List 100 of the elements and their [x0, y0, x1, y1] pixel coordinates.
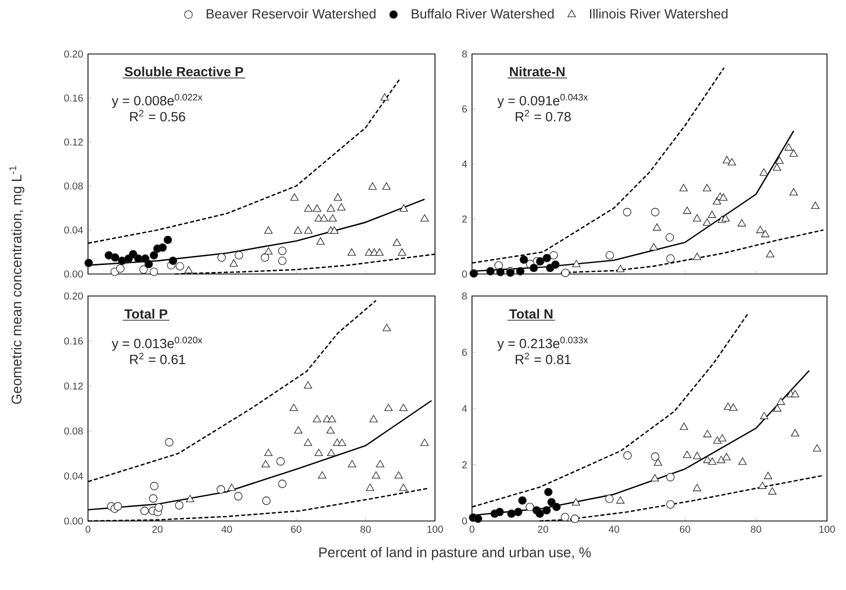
point	[666, 254, 675, 263]
point	[158, 243, 167, 252]
x-tick-label: 80	[360, 526, 371, 533]
point	[719, 193, 728, 201]
x-tick-label: 80	[750, 526, 762, 533]
point	[398, 248, 406, 256]
annotation: y = 0.091e$^{0.043x}$	[497, 94, 588, 108]
point	[184, 266, 193, 274]
point	[572, 498, 580, 506]
point	[692, 214, 702, 222]
x-tick-label: 40	[221, 526, 232, 533]
point	[399, 484, 408, 491]
point	[470, 269, 478, 278]
point	[234, 251, 244, 260]
point	[384, 404, 393, 412]
point	[789, 149, 798, 157]
x-tick-label: 0	[86, 526, 90, 533]
point	[294, 426, 302, 434]
point	[382, 182, 391, 190]
point	[186, 494, 194, 502]
point	[760, 412, 768, 420]
y-tick-label: 0.20	[64, 292, 83, 300]
point	[776, 398, 785, 405]
point	[606, 251, 614, 260]
point	[326, 204, 336, 212]
point	[304, 381, 312, 389]
point	[304, 438, 312, 446]
point	[376, 460, 384, 468]
point	[264, 226, 273, 234]
point	[134, 254, 143, 263]
y-tick-label: 2	[462, 216, 467, 222]
point	[165, 438, 174, 446]
point	[140, 506, 149, 516]
point	[394, 471, 403, 479]
point	[703, 430, 712, 438]
line-series	[87, 488, 429, 522]
point	[116, 264, 124, 273]
annotation: R$^{2}$ = 0.78	[516, 110, 571, 122]
point	[114, 502, 122, 511]
point	[738, 457, 747, 465]
y-axis-title: Geometric mean concentration, mg L$^{-1}$	[9, 166, 24, 404]
point	[692, 252, 702, 260]
point	[176, 262, 184, 271]
point	[304, 226, 312, 234]
point	[216, 485, 226, 494]
point	[278, 246, 287, 256]
annotation: y = 0.013e$^{0.020x}$	[112, 336, 202, 351]
point	[773, 404, 782, 412]
x-tick-label: 0	[470, 526, 474, 533]
annotation: y = 0.008e$^{0.022x}$	[112, 94, 202, 108]
point	[368, 182, 377, 190]
point	[312, 415, 322, 422]
point	[761, 230, 770, 238]
point	[722, 452, 731, 460]
point	[154, 503, 163, 512]
point	[304, 204, 312, 212]
annotation: R$^{2}$ = 0.61	[130, 352, 186, 364]
line-series	[87, 300, 377, 482]
point	[708, 210, 716, 218]
point	[230, 259, 238, 267]
line-series	[471, 67, 725, 264]
point	[692, 484, 702, 492]
y-tick-label: 0	[462, 517, 467, 525]
y-tick-label: 6	[462, 348, 467, 356]
point	[278, 256, 287, 266]
point	[264, 448, 273, 456]
point	[264, 247, 273, 255]
line-series	[87, 78, 401, 244]
annotation: R$^{2}$ = 0.81	[516, 352, 571, 364]
point	[616, 496, 625, 504]
annotation: y = 0.213e$^{0.033x}$	[497, 336, 588, 351]
point	[536, 257, 544, 266]
x-tick-label: 100	[819, 526, 835, 533]
point	[728, 158, 736, 166]
point	[290, 404, 298, 412]
point	[326, 426, 335, 434]
y-tick-label: 0	[462, 270, 467, 278]
point	[348, 460, 356, 468]
point	[552, 502, 561, 512]
point	[262, 460, 270, 468]
point	[139, 265, 148, 274]
point	[514, 508, 522, 516]
point	[110, 253, 120, 262]
point	[150, 268, 158, 276]
point	[702, 184, 712, 192]
point	[320, 214, 328, 222]
y-tick-label: 0.00	[64, 517, 83, 525]
y-tick-label: 0.12	[64, 138, 83, 146]
point	[474, 514, 482, 523]
point	[507, 509, 516, 518]
point	[729, 403, 738, 411]
point	[175, 501, 184, 510]
point	[652, 223, 662, 231]
point	[382, 324, 391, 332]
line-series	[538, 474, 824, 522]
x-tick-label: 40	[608, 526, 620, 533]
annotation: R$^{2}$ = 0.56	[130, 110, 186, 122]
point	[330, 226, 339, 234]
point	[337, 203, 346, 211]
point	[542, 506, 551, 515]
